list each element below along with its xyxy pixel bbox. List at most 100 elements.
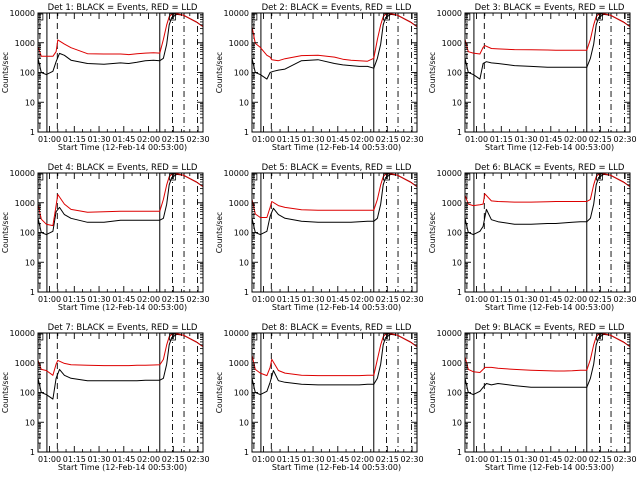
plot-area [465,13,630,132]
x-tick-label: 01:15 [490,455,513,464]
events-series-line [38,333,203,400]
y-tick-label: 1 [30,448,35,457]
x-tick-label: 01:30 [88,295,111,304]
y-tick-label: 1 [244,448,249,457]
detector-panel-6: Det 6: BLACK = Events, RED = LLD 1 10 100 10… [428,163,637,312]
x-tick-label: 02:00 [351,135,374,144]
events-series-line [465,13,630,80]
x-tick-label: 01:00 [38,295,61,304]
x-tick-label: 01:45 [539,455,562,464]
y-tick-label: 1 [457,128,462,137]
y-tick-label: 1000 [15,359,35,368]
y-tick-label: 10 [25,258,35,267]
lld-series-line [38,333,203,376]
y-tick-label: 10 [452,258,462,267]
plot-area [252,333,417,452]
y-axis-label: Counts/sec [215,52,224,93]
x-tick-label: 01:45 [112,455,135,464]
x-axis-label: Start Time (12-Feb-14 00:53:00) [485,463,614,472]
axes-frame [251,12,418,133]
x-axis-label: Start Time (12-Feb-14 00:53:00) [272,303,401,312]
y-tick-label: 100 [20,389,35,398]
panel-title: Det 8: BLACK = Events, RED = LLD [262,323,412,333]
x-tick-label: 02:00 [137,455,160,464]
x-tick-label: 01:45 [326,295,349,304]
y-axis-label: Counts/sec [428,52,437,93]
y-tick-label: 1000 [15,39,35,48]
x-tick-label: 01:15 [277,295,300,304]
lld-series-line [252,333,417,377]
lld-series-line [465,333,630,373]
x-tick-label: 01:15 [277,135,300,144]
x-tick-label: 02:15 [376,295,399,304]
x-tick-label: 01:45 [326,135,349,144]
panel-title: Det 9: BLACK = Events, RED = LLD [475,323,625,333]
plot-area [465,173,630,292]
y-tick-label: 10 [239,258,249,267]
plot-area [252,173,417,292]
y-tick-label: 1000 [229,39,249,48]
y-axis-label: Counts/sec [1,212,10,253]
x-tick-label: 01:30 [88,135,111,144]
y-tick-label: 10000 [437,329,462,338]
y-tick-label: 10000 [224,329,249,338]
x-tick-label: 01:00 [38,135,61,144]
events-series-line [38,13,203,76]
y-tick-label: 10000 [224,169,249,178]
x-tick-label: 02:15 [376,135,399,144]
panel-title: Det 4: BLACK = Events, RED = LLD [48,163,198,173]
x-tick-label: 02:15 [589,455,612,464]
x-tick-label: 01:15 [277,455,300,464]
y-tick-label: 10000 [10,169,35,178]
x-tick-label: 02:30 [614,455,637,464]
axes-frame [37,172,204,293]
x-axis-label: Start Time (12-Feb-14 00:53:00) [272,143,401,152]
x-axis-label: Start Time (12-Feb-14 00:53:00) [485,143,614,152]
x-tick-label: 02:30 [614,135,637,144]
x-tick-label: 01:30 [515,455,538,464]
y-tick-label: 1 [244,128,249,137]
detector-panel-9: Det 9: BLACK = Events, RED = LLD 1 10 100 10… [428,323,637,472]
y-tick-label: 100 [447,389,462,398]
x-tick-label: 01:30 [515,295,538,304]
plot-area [252,13,417,132]
plot-area [38,173,203,292]
y-tick-label: 10000 [224,9,249,18]
x-tick-label: 02:00 [351,455,374,464]
axes-frame [251,172,418,293]
y-tick-label: 1 [457,448,462,457]
x-tick-label: 02:15 [589,295,612,304]
x-tick-label: 02:00 [564,295,587,304]
y-tick-label: 100 [447,69,462,78]
x-axis-label: Start Time (12-Feb-14 00:53:00) [58,463,187,472]
x-tick-label: 01:00 [252,295,275,304]
panel-title: Det 5: BLACK = Events, RED = LLD [262,163,412,173]
axes-frame [464,172,631,293]
plot-area [38,13,203,132]
x-tick-label: 02:30 [401,455,424,464]
detector-panel-1: Det 1: BLACK = Events, RED = LLD 1 10 100 10… [1,3,210,152]
x-tick-label: 02:30 [187,135,210,144]
x-tick-label: 01:15 [490,295,513,304]
x-axis-label: Start Time (12-Feb-14 00:53:00) [58,303,187,312]
y-tick-label: 1000 [15,199,35,208]
marker-box [596,173,603,181]
detector-panel-5: Det 5: BLACK = Events, RED = LLD 1 10 100 10… [215,163,424,312]
x-tick-label: 01:30 [515,135,538,144]
x-tick-label: 02:00 [351,295,374,304]
y-tick-label: 1000 [229,359,249,368]
lld-series-line [38,13,203,57]
x-tick-label: 02:00 [564,455,587,464]
x-tick-label: 02:15 [162,135,185,144]
x-tick-label: 02:15 [162,295,185,304]
x-tick-label: 01:00 [252,135,275,144]
lld-series-line [465,173,630,207]
y-tick-label: 10000 [437,9,462,18]
detector-panel-7: Det 7: BLACK = Events, RED = LLD 1 10 100 10… [1,323,210,472]
x-tick-label: 02:00 [564,135,587,144]
x-tick-label: 01:00 [38,455,61,464]
y-tick-label: 10000 [10,9,35,18]
axes-frame [464,12,631,133]
y-tick-label: 1 [30,288,35,297]
